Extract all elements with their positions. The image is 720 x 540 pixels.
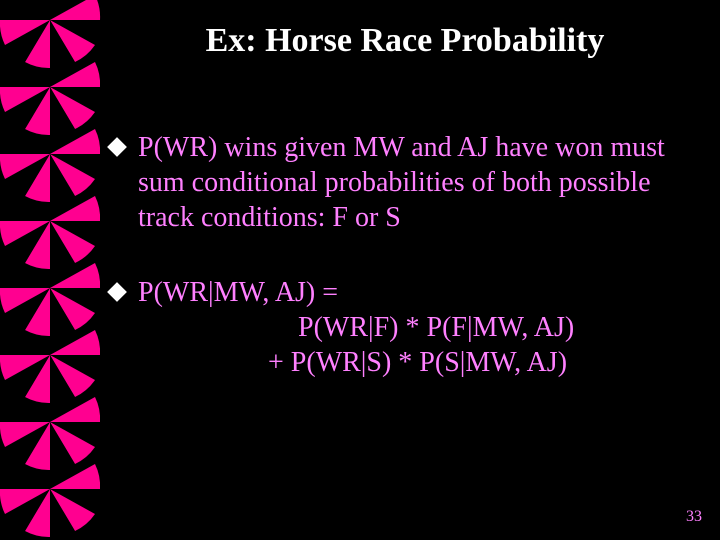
- formula-line-2: + P(WR|S) * P(S|MW, AJ): [138, 345, 574, 380]
- slide-content: P(WR) wins given MW and AJ have won must…: [110, 130, 690, 420]
- bullet-item: P(WR) wins given MW and AJ have won must…: [110, 130, 690, 235]
- bullet-marker: [107, 282, 127, 302]
- slide-title: Ex: Horse Race Probability: [110, 22, 700, 60]
- bullet-item: P(WR|MW, AJ) = P(WR|F) * P(F|MW, AJ) + P…: [110, 275, 690, 380]
- bullet-text: P(WR) wins given MW and AJ have won must…: [138, 130, 690, 235]
- slide: Ex: Horse Race Probability P(WR) wins gi…: [0, 0, 720, 540]
- fan-pattern: [0, 0, 110, 540]
- page-number: 33: [686, 508, 702, 526]
- bullet-text: P(WR|MW, AJ) = P(WR|F) * P(F|MW, AJ) + P…: [138, 275, 574, 380]
- formula-lhs: P(WR|MW, AJ) =: [138, 275, 574, 310]
- bullet-marker: [107, 137, 127, 157]
- left-decoration: [0, 0, 110, 540]
- formula-line-1: P(WR|F) * P(F|MW, AJ): [138, 310, 574, 345]
